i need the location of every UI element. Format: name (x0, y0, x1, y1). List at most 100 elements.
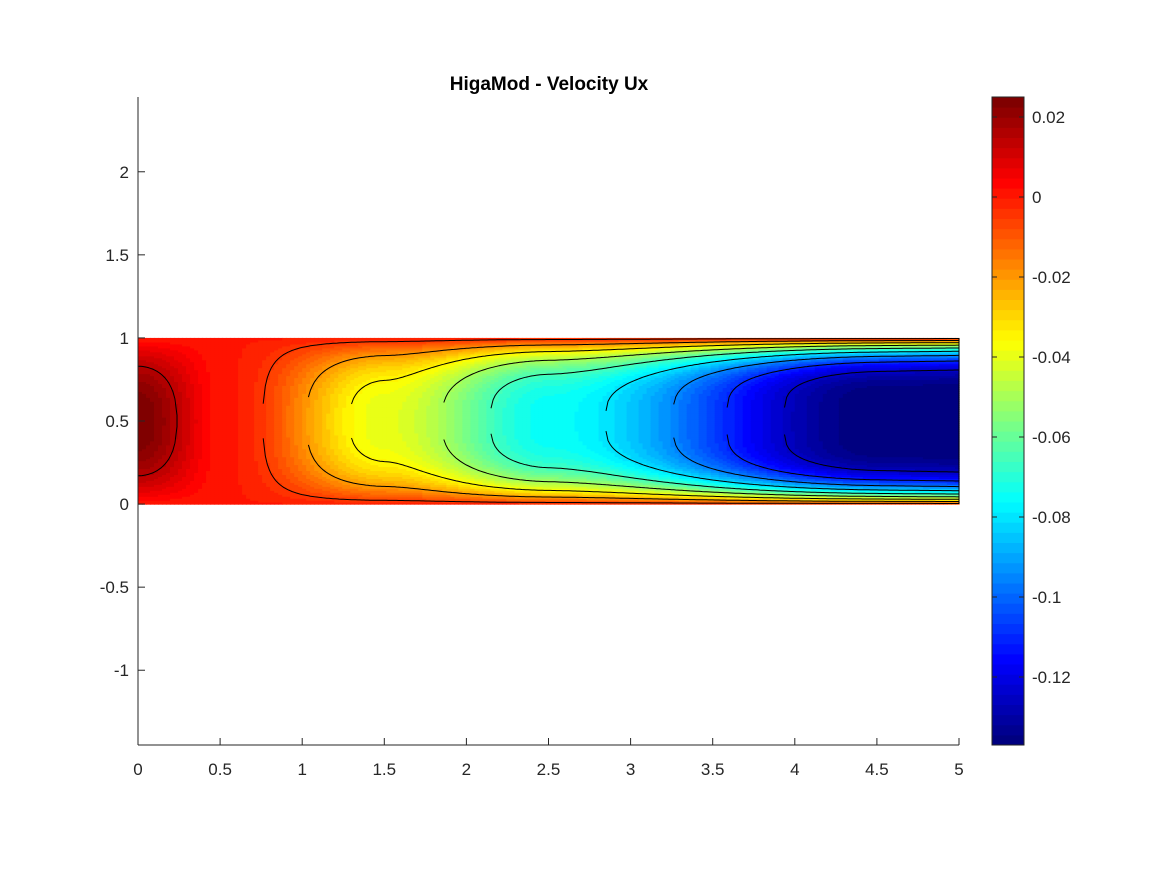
colorbar-band (992, 502, 1024, 513)
x-tick-label: 3.5 (701, 760, 725, 779)
colorbar-band (992, 674, 1024, 685)
y-tick-label: 2 (120, 163, 129, 182)
colorbar-band (992, 552, 1024, 564)
colorbar-tick-label: -0.02 (1032, 268, 1071, 287)
colorbar-tick-label: 0 (1032, 188, 1041, 207)
x-tick-label: 0.5 (208, 760, 232, 779)
colorbar-band (992, 633, 1024, 645)
y-tick-label: 0.5 (105, 412, 129, 431)
colorbar-tick-label: -0.12 (1032, 668, 1071, 687)
colorbar-band (992, 623, 1024, 635)
colorbar-frame (991, 96, 1025, 746)
colorbar: 0.02 0 -0.02 -0.04 -0.06 -0.08 -0.1 -0.12 (991, 96, 1071, 746)
contour-lines (137, 338, 960, 504)
colorbar-band (992, 542, 1024, 554)
colorbar-band (992, 471, 1024, 483)
y-tick-label: 1.5 (105, 246, 129, 265)
colorbar-band (992, 410, 1024, 422)
colorbar-band (992, 340, 1024, 351)
colorbar-band (992, 299, 1024, 311)
colorbar-band (992, 218, 1024, 230)
colorbar-band (992, 613, 1024, 625)
x-tick-label: 3 (626, 760, 635, 779)
colorbar-band (992, 593, 1024, 604)
colorbar-band (992, 117, 1024, 128)
colorbar-band (992, 451, 1024, 463)
colorbar-band (992, 157, 1024, 169)
colorbar-band (992, 583, 1024, 594)
colorbar-band (992, 724, 1024, 736)
x-tick-label: 2 (462, 760, 471, 779)
colorbar-tick-label: -0.06 (1032, 428, 1071, 447)
colorbar-tick-label: 0.02 (1032, 108, 1065, 127)
colorbar-band (992, 714, 1024, 726)
colorbar-band (992, 198, 1024, 209)
colorbar-band (992, 259, 1024, 270)
colorbar-band (992, 309, 1024, 321)
x-tick-label: 4 (790, 760, 799, 779)
contour-line (784, 369, 960, 473)
colorbar-band (992, 421, 1024, 432)
colorbar-band (992, 704, 1024, 716)
colorbar-band (992, 370, 1024, 382)
colorbar-band (992, 97, 1024, 108)
colorbar-band (992, 188, 1024, 199)
y-tick-label: 0 (120, 495, 129, 514)
colorbar-band (992, 279, 1024, 290)
colorbar-band (992, 431, 1024, 442)
colorbar-band (992, 532, 1024, 544)
colorbar-band (992, 461, 1024, 473)
colorbar-band (992, 734, 1024, 746)
velocity-field (138, 337, 960, 505)
x-tick-label: 4.5 (865, 760, 889, 779)
colorbar-band (992, 562, 1024, 574)
colorbar-tick-label: -0.08 (1032, 508, 1071, 527)
colorbar-band (992, 643, 1024, 655)
colorbar-band (992, 653, 1024, 665)
colorbar-band (992, 289, 1024, 301)
colorbar-band (992, 107, 1024, 118)
x-tick-label: 1 (297, 760, 306, 779)
colorbar-band (992, 228, 1024, 240)
colorbar-band (992, 380, 1024, 392)
x-tick-label: 1.5 (372, 760, 396, 779)
colorbar-band (992, 269, 1024, 280)
colorbar-band (992, 178, 1024, 189)
colorbar-band (992, 694, 1024, 706)
colorbar-band (992, 208, 1024, 220)
colorbar-band (992, 350, 1024, 361)
y-axis-ticks: -1 -0.5 0 0.5 1 1.5 2 (100, 163, 145, 680)
colorbar-band (992, 248, 1024, 260)
colorbar-tick-label: -0.04 (1032, 348, 1071, 367)
colorbar-band (992, 147, 1024, 159)
colorbar-band (992, 238, 1024, 250)
colorbar-band (992, 684, 1024, 695)
colorbar-band (992, 400, 1024, 412)
x-tick-label: 0 (133, 760, 142, 779)
x-tick-label: 5 (954, 760, 963, 779)
colorbar-band (992, 603, 1024, 614)
colorbar-band (992, 390, 1024, 402)
colorbar-band (992, 319, 1024, 331)
colorbar-band (992, 664, 1024, 675)
colorbar-band (992, 360, 1024, 371)
colorbar-band (992, 512, 1024, 523)
colorbar-band (992, 522, 1024, 533)
colorbar-band (992, 127, 1024, 139)
colorbar-band (992, 572, 1024, 584)
colorbar-band (992, 167, 1024, 179)
y-tick-label: -0.5 (100, 578, 129, 597)
x-tick-label: 2.5 (537, 760, 561, 779)
contour-line (137, 365, 178, 477)
colorbar-band (992, 137, 1024, 149)
chart-title: HigaMod - Velocity Ux (450, 74, 649, 95)
colorbar-band (992, 481, 1024, 493)
x-axis-ticks: 0 0.5 1 1.5 2 2.5 3 3.5 4 4.5 5 (133, 738, 964, 779)
colorbar-band (992, 491, 1024, 503)
y-tick-label: 1 (120, 329, 129, 348)
y-tick-label: -1 (114, 661, 129, 680)
colorbar-band (992, 441, 1024, 452)
colorbar-tick-label: -0.1 (1032, 588, 1061, 607)
colorbar-band (992, 329, 1024, 341)
